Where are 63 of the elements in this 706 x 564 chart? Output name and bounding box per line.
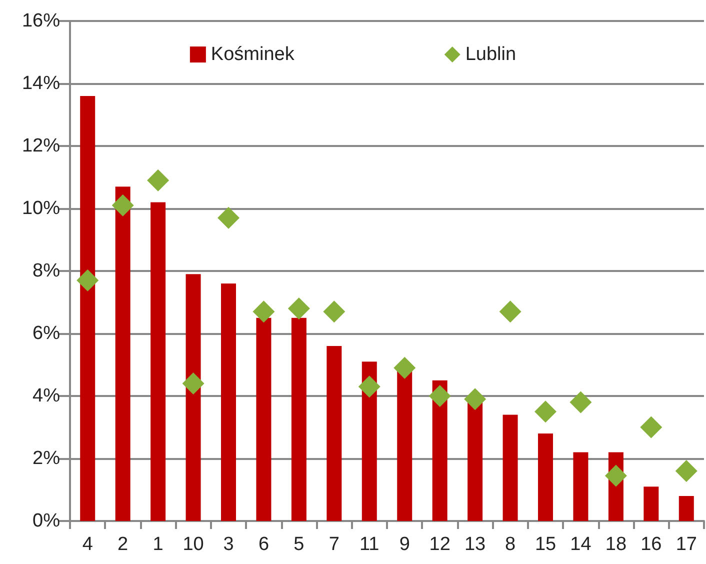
bar (573, 452, 588, 521)
point (288, 298, 310, 320)
y-tick-label: 8% (32, 260, 60, 282)
x-tick-label: 11 (360, 534, 380, 555)
x-tick-label: 12 (429, 534, 450, 555)
point (464, 388, 486, 410)
y-tick-label: 14% (22, 73, 60, 94)
x-tick-label: 13 (464, 534, 486, 555)
point (252, 300, 275, 323)
point (675, 460, 698, 482)
y-tick-label: 4% (32, 386, 60, 406)
bar (468, 402, 483, 521)
x-tick-label: 16 (640, 534, 662, 555)
x-tick-label: 15 (534, 534, 556, 555)
bar (362, 362, 377, 521)
point (570, 391, 592, 414)
point (534, 400, 556, 423)
y-tick-label: 10% (22, 198, 60, 219)
point (218, 206, 240, 229)
point (358, 376, 380, 398)
x-tick-label: 8 (504, 534, 516, 555)
x-tick-label: 10 (182, 534, 204, 555)
legend-label: Kośminek (210, 44, 295, 65)
bar (256, 318, 272, 521)
x-tick-label: 5 (294, 534, 304, 555)
point (640, 416, 662, 438)
x-tick-label: 14 (570, 534, 592, 555)
point (323, 300, 346, 323)
bar (186, 274, 201, 521)
legend-label: Lublin (465, 44, 516, 65)
bar (291, 318, 306, 521)
x-tick-label: 4 (82, 534, 94, 555)
x-tick-label: 1 (152, 534, 164, 555)
y-tick-label: 12% (22, 136, 60, 156)
bar (678, 496, 694, 521)
x-tick-label: 18 (605, 534, 627, 555)
y-tick-label: 0% (32, 510, 60, 532)
x-tick-label: 7 (328, 534, 340, 555)
x-tick-label: 6 (258, 534, 270, 555)
x-tick-label: 3 (223, 534, 234, 555)
bar (221, 284, 236, 521)
bar (326, 346, 342, 521)
point (112, 194, 134, 216)
bar (150, 202, 166, 521)
point (604, 464, 627, 487)
point (147, 169, 170, 192)
bar (397, 371, 412, 521)
bar (80, 96, 96, 521)
bar (538, 434, 553, 521)
bar (644, 486, 659, 521)
point (76, 269, 99, 292)
bar (502, 414, 518, 521)
point (428, 385, 451, 407)
x-tick-label: 9 (399, 534, 410, 555)
x-tick-label: 17 (676, 534, 697, 555)
y-tick-label: 2% (32, 448, 60, 469)
y-tick-label: 16% (22, 10, 60, 32)
point (182, 372, 204, 394)
y-tick-label: 6% (32, 323, 60, 344)
point (394, 356, 416, 379)
bar (115, 186, 130, 521)
x-tick-label: 2 (118, 534, 128, 555)
point (499, 300, 522, 323)
